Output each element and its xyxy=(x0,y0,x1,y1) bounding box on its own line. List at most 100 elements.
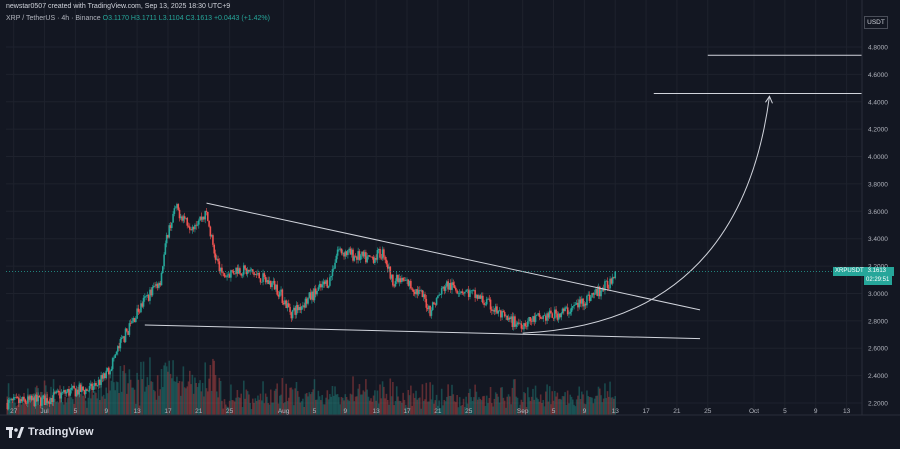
candle-body xyxy=(84,389,87,395)
candle-body xyxy=(307,297,309,304)
volume-bar xyxy=(159,389,162,415)
candle-body xyxy=(249,270,252,272)
candle-body xyxy=(140,303,142,313)
candle-body xyxy=(384,256,386,260)
volume-bar xyxy=(483,395,485,415)
volume-bar xyxy=(451,384,453,415)
volume-bar xyxy=(367,396,370,415)
candle-body xyxy=(368,255,371,257)
candle-body xyxy=(358,251,361,260)
volume-bar xyxy=(502,397,505,415)
volume-bar xyxy=(438,400,440,415)
candle-body xyxy=(188,226,191,230)
volume-bar xyxy=(300,401,303,415)
lower-support-line[interactable] xyxy=(144,324,701,340)
candle-body xyxy=(127,331,129,335)
volume-bar xyxy=(158,395,160,415)
candle-body xyxy=(335,255,338,263)
upper-descending-trendline[interactable] xyxy=(206,202,701,311)
volume-bar xyxy=(403,399,406,415)
candle-body xyxy=(588,294,591,301)
candle-body xyxy=(546,313,548,321)
candle-body xyxy=(406,279,408,281)
candle-body xyxy=(185,217,187,219)
volume-bar xyxy=(336,394,339,415)
volume-bar xyxy=(551,391,554,415)
candle-body xyxy=(550,310,552,314)
volume-bar xyxy=(376,390,379,415)
volume-bar xyxy=(557,399,560,415)
candle-body xyxy=(208,220,210,227)
candle-body xyxy=(599,286,601,297)
candle-body xyxy=(61,392,64,393)
candle-body xyxy=(349,248,352,255)
volume-bar xyxy=(541,402,543,415)
volume-bar xyxy=(221,400,223,415)
volume-bar xyxy=(24,399,27,415)
candle-body xyxy=(162,266,164,273)
volume-bar xyxy=(453,401,456,415)
candle-body xyxy=(416,289,419,295)
volume-bar xyxy=(190,384,192,415)
volume-bar xyxy=(435,394,438,415)
tradingview-branding[interactable]: TradingView xyxy=(6,426,94,438)
volume-bar xyxy=(240,393,243,415)
candle-body xyxy=(51,398,54,403)
candle-body xyxy=(293,307,295,311)
volume-bar xyxy=(586,390,588,415)
volume-bar xyxy=(192,393,195,415)
volume-bar xyxy=(269,389,272,415)
time-tick-label: 13 xyxy=(133,408,141,415)
candle-body xyxy=(560,313,563,318)
volume-bar xyxy=(97,389,100,415)
volume-bar xyxy=(554,391,556,415)
candle-body xyxy=(237,268,240,274)
candle-body xyxy=(547,313,550,318)
candle-body xyxy=(383,249,385,257)
volume-bar xyxy=(218,377,221,415)
candle-body xyxy=(548,310,551,318)
candle-body xyxy=(425,298,428,308)
candle-body xyxy=(126,328,128,332)
volume-bar xyxy=(96,398,99,415)
candle-body xyxy=(88,386,91,391)
candle-body xyxy=(266,280,268,283)
volume-bar xyxy=(500,387,502,415)
volume-bar xyxy=(47,400,50,415)
volume-bar xyxy=(539,394,542,415)
volume-bar xyxy=(584,404,587,415)
volume-bar xyxy=(314,399,317,415)
volume-bar xyxy=(523,392,525,415)
candle-body xyxy=(590,297,592,301)
candle-body xyxy=(510,316,512,320)
volume-bar xyxy=(563,396,565,415)
candle-body xyxy=(323,281,326,284)
candle-body xyxy=(401,277,403,283)
candle-body xyxy=(204,210,207,220)
volume-bar xyxy=(564,392,566,415)
volume-bar xyxy=(253,402,255,415)
candle-body xyxy=(485,299,488,305)
volume-bar xyxy=(465,396,467,415)
candle-body xyxy=(443,286,446,291)
volume-bar xyxy=(393,405,395,415)
candle-body xyxy=(353,256,356,261)
parabolic-curve[interactable] xyxy=(522,96,770,334)
volume-bar xyxy=(127,383,129,415)
volume-bar xyxy=(462,398,465,415)
candle-body xyxy=(74,388,77,397)
symbol-title[interactable]: XRP / TetherUS · 4h · Binance xyxy=(6,15,101,22)
candle-body xyxy=(456,290,458,294)
volume-bar xyxy=(136,372,138,415)
candle-body xyxy=(509,317,511,320)
drawings[interactable] xyxy=(6,54,862,340)
volume-bar xyxy=(93,391,96,415)
volume-bar xyxy=(30,397,33,415)
time-axis[interactable]: 27 Jul 5 9 13 17 21 25 Aug 5 9 13 17 21 25 Sep 5 9 13 17 21 2… xyxy=(10,408,850,415)
candle-body xyxy=(289,306,291,313)
candle-body xyxy=(438,294,440,296)
candle-body xyxy=(147,294,150,301)
candle-body xyxy=(160,272,163,286)
currency-label[interactable]: USDT xyxy=(864,16,888,29)
